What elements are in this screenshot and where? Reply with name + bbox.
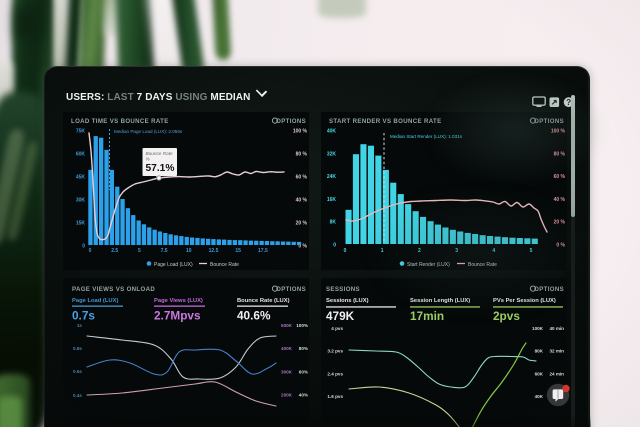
- svg-text:0 %: 0 %: [556, 243, 565, 249]
- svg-text:12.5: 12.5: [209, 248, 219, 254]
- svg-text:32K: 32K: [327, 151, 337, 157]
- svg-text:LOAD TIME VS BOUNCE RATE: LOAD TIME VS BOUNCE RATE: [71, 118, 169, 125]
- svg-text:80%: 80%: [299, 346, 308, 351]
- svg-text:479K: 479K: [326, 309, 355, 323]
- svg-text:7.5: 7.5: [161, 248, 168, 254]
- svg-text:200K: 200K: [281, 393, 293, 398]
- svg-text:0: 0: [344, 248, 347, 254]
- svg-text:40K: 40K: [535, 394, 544, 399]
- svg-text:SESSIONS: SESSIONS: [326, 286, 360, 293]
- svg-text:1s: 1s: [77, 323, 83, 328]
- svg-text:Median Page Load (LUX): 2.056s: Median Page Load (LUX): 2.056s: [114, 129, 183, 134]
- svg-text:60 %: 60 %: [554, 174, 566, 180]
- svg-text:Session Length (LUX): Session Length (LUX): [410, 298, 470, 304]
- svg-text:4 pvs: 4 pvs: [331, 326, 343, 331]
- svg-text:OPTIONS: OPTIONS: [276, 118, 306, 125]
- svg-text:300K: 300K: [281, 369, 293, 374]
- svg-text:40 %: 40 %: [554, 197, 566, 203]
- svg-text:80 %: 80 %: [554, 151, 566, 157]
- svg-text:30K: 30K: [76, 198, 86, 204]
- svg-text:0: 0: [89, 248, 92, 254]
- svg-text:17min: 17min: [410, 309, 444, 323]
- svg-text:24 min: 24 min: [549, 371, 564, 376]
- svg-text:40 %: 40 %: [296, 198, 308, 204]
- svg-text:16K: 16K: [327, 197, 337, 203]
- svg-text:400K: 400K: [281, 346, 293, 351]
- svg-text:4: 4: [492, 248, 495, 254]
- svg-text:40 min: 40 min: [549, 326, 564, 331]
- svg-text:Page Load (LUX): Page Load (LUX): [72, 298, 118, 304]
- svg-text:Start Render (LUX): Start Render (LUX): [407, 262, 450, 268]
- svg-text:100%: 100%: [296, 323, 308, 328]
- svg-text:OPTIONS: OPTIONS: [534, 286, 564, 293]
- svg-text:0: 0: [82, 244, 85, 250]
- svg-text:OPTIONS: OPTIONS: [276, 286, 306, 293]
- svg-text:15K: 15K: [76, 221, 86, 227]
- svg-text:PVs Per Session (LUX): PVs Per Session (LUX): [493, 298, 556, 304]
- svg-text:Bounce Rate: Bounce Rate: [146, 151, 173, 156]
- svg-text:OPTIONS: OPTIONS: [534, 118, 564, 125]
- svg-text:60%: 60%: [299, 369, 308, 374]
- svg-text:57.1%: 57.1%: [146, 163, 175, 174]
- svg-text:32 min: 32 min: [549, 349, 564, 354]
- svg-text:0: 0: [333, 243, 336, 249]
- svg-text:2.4 pvs: 2.4 pvs: [327, 371, 343, 376]
- svg-text:2.5: 2.5: [111, 248, 118, 254]
- svg-text:0.8s: 0.8s: [73, 346, 82, 351]
- svg-text:2: 2: [418, 248, 421, 254]
- svg-text:Page Views (LUX): Page Views (LUX): [154, 298, 203, 304]
- svg-text:Bounce Rate (LUX): Bounce Rate (LUX): [237, 298, 290, 304]
- svg-text:80 %: 80 %: [296, 152, 308, 158]
- svg-text:100 %: 100 %: [551, 129, 566, 135]
- svg-text:20 %: 20 %: [296, 221, 308, 227]
- svg-text:15: 15: [235, 248, 241, 254]
- svg-text:8K: 8K: [330, 220, 337, 226]
- svg-text:500K: 500K: [281, 323, 293, 328]
- svg-text:40K: 40K: [327, 129, 337, 135]
- svg-text:100 %: 100 %: [293, 129, 308, 135]
- svg-text:Median Start Render (LUX): 1.0: Median Start Render (LUX): 1.031s: [390, 134, 463, 139]
- svg-text:17.5: 17.5: [258, 248, 268, 254]
- svg-text:Bounce Rate: Bounce Rate: [210, 262, 239, 268]
- svg-text:5: 5: [530, 248, 533, 254]
- svg-text:24K: 24K: [327, 174, 337, 180]
- svg-text:Sessions (LUX): Sessions (LUX): [326, 298, 369, 304]
- svg-text:Page Load (LUX): Page Load (LUX): [154, 262, 193, 268]
- svg-text:10: 10: [186, 248, 192, 254]
- svg-text:3.2 pvs: 3.2 pvs: [327, 349, 343, 354]
- svg-text:60K: 60K: [76, 152, 86, 158]
- svg-text:0.7s: 0.7s: [72, 309, 95, 323]
- svg-text:60K: 60K: [535, 371, 544, 376]
- svg-text:2.7Mpvs: 2.7Mpvs: [154, 309, 201, 323]
- svg-text:0 %: 0 %: [298, 244, 307, 250]
- svg-text:2pvs: 2pvs: [493, 309, 520, 323]
- svg-text:1.6 pvs: 1.6 pvs: [327, 394, 343, 399]
- svg-text:3: 3: [455, 248, 458, 254]
- svg-text:PAGE VIEWS VS ONLOAD: PAGE VIEWS VS ONLOAD: [72, 286, 155, 293]
- svg-text:0.6s: 0.6s: [73, 369, 82, 374]
- svg-text:START RENDER VS BOUNCE RATE: START RENDER VS BOUNCE RATE: [329, 118, 441, 125]
- svg-text:100K: 100K: [532, 326, 544, 331]
- svg-text:5: 5: [138, 248, 141, 254]
- svg-text:60 %: 60 %: [296, 175, 308, 181]
- svg-text:%: %: [146, 157, 150, 162]
- svg-text:1: 1: [381, 248, 384, 254]
- svg-text:40%: 40%: [299, 393, 308, 398]
- svg-text:40.6%: 40.6%: [237, 309, 271, 323]
- svg-text:20 %: 20 %: [554, 220, 566, 226]
- svg-text:45K: 45K: [76, 175, 86, 181]
- svg-text:Bounce Rate: Bounce Rate: [468, 262, 497, 268]
- svg-text:?: ?: [566, 98, 571, 107]
- svg-text:80K: 80K: [535, 349, 544, 354]
- svg-text:0.4s: 0.4s: [73, 393, 82, 398]
- svg-text:75K: 75K: [76, 129, 86, 135]
